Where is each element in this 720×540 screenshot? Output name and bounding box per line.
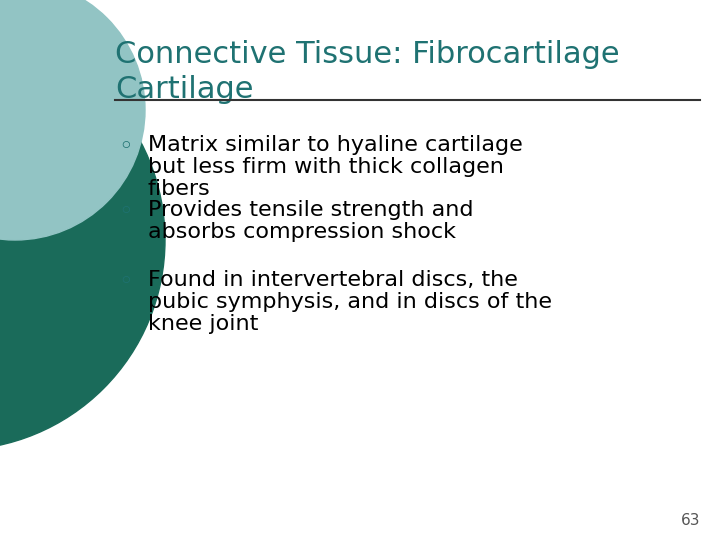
Text: Connective Tissue: Fibrocartilage: Connective Tissue: Fibrocartilage [115, 40, 620, 69]
Text: Matrix similar to hyaline cartilage: Matrix similar to hyaline cartilage [148, 135, 523, 155]
Text: ◦: ◦ [118, 270, 132, 294]
Circle shape [0, 0, 145, 240]
Text: Found in intervertebral discs, the: Found in intervertebral discs, the [148, 270, 518, 290]
Text: knee joint: knee joint [148, 314, 258, 334]
Text: pubic symphysis, and in discs of the: pubic symphysis, and in discs of the [148, 292, 552, 312]
Circle shape [0, 30, 165, 450]
Text: Cartilage: Cartilage [115, 75, 253, 104]
Text: ◦: ◦ [118, 135, 132, 159]
Text: ◦: ◦ [118, 200, 132, 224]
Text: 63: 63 [680, 513, 700, 528]
Text: Provides tensile strength and: Provides tensile strength and [148, 200, 474, 220]
Text: fibers: fibers [148, 179, 211, 199]
Text: but less firm with thick collagen: but less firm with thick collagen [148, 157, 504, 177]
Text: absorbs compression shock: absorbs compression shock [148, 222, 456, 242]
